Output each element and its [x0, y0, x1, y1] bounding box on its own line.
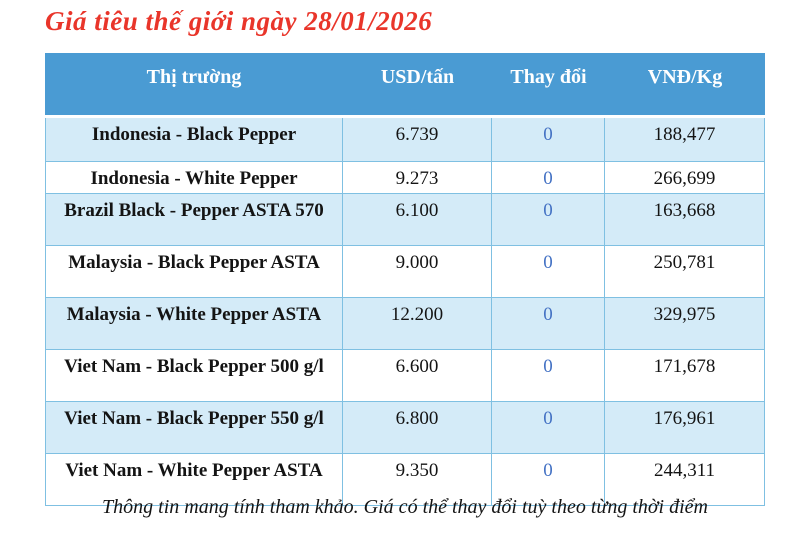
- vnd-cell: 266,699: [605, 162, 765, 194]
- change-cell: 0: [492, 118, 605, 162]
- table-row: Viet Nam - White Pepper ASTA 9.350 0 244…: [45, 454, 765, 506]
- market-cell: Viet Nam - Black Pepper 500 g/l: [45, 350, 343, 402]
- market-cell: Indonesia - White Pepper: [45, 162, 343, 194]
- column-header-market: Thị trường: [45, 53, 343, 118]
- table-row: Malaysia - Black Pepper ASTA 9.000 0 250…: [45, 246, 765, 298]
- market-cell: Malaysia - White Pepper ASTA: [45, 298, 343, 350]
- pepper-price-table: Thị trường USD/tấn Thay đổi VNĐ/Kg Indon…: [45, 53, 765, 506]
- market-cell: Brazil Black - Pepper ASTA 570: [45, 194, 343, 246]
- change-cell: 0: [492, 194, 605, 246]
- column-header-change: Thay đổi: [492, 53, 605, 118]
- market-cell: Viet Nam - White Pepper ASTA: [45, 454, 343, 506]
- usd-cell: 12.200: [343, 298, 492, 350]
- vnd-cell: 250,781: [605, 246, 765, 298]
- vnd-cell: 176,961: [605, 402, 765, 454]
- column-header-usd: USD/tấn: [343, 53, 492, 118]
- disclaimer-note: Thông tin mang tính tham khảo. Giá có th…: [102, 496, 708, 518]
- change-cell: 0: [492, 454, 605, 506]
- header-row: Thị trường USD/tấn Thay đổi VNĐ/Kg: [45, 53, 765, 118]
- vnd-cell: 188,477: [605, 118, 765, 162]
- table-row: Viet Nam - Black Pepper 550 g/l 6.800 0 …: [45, 402, 765, 454]
- change-cell: 0: [492, 162, 605, 194]
- table-row: Brazil Black - Pepper ASTA 570 6.100 0 1…: [45, 194, 765, 246]
- vnd-cell: 163,668: [605, 194, 765, 246]
- vnd-cell: 329,975: [605, 298, 765, 350]
- table-row: Indonesia - White Pepper 9.273 0 266,699: [45, 162, 765, 194]
- change-cell: 0: [492, 402, 605, 454]
- table-row: Viet Nam - Black Pepper 500 g/l 6.600 0 …: [45, 350, 765, 402]
- usd-cell: 6.739: [343, 118, 492, 162]
- usd-cell: 9.350: [343, 454, 492, 506]
- usd-cell: 6.800: [343, 402, 492, 454]
- vnd-cell: 244,311: [605, 454, 765, 506]
- column-header-vnd: VNĐ/Kg: [605, 53, 765, 118]
- page-title: Giá tiêu thế giới ngày 28/01/2026: [45, 6, 433, 36]
- usd-cell: 9.273: [343, 162, 492, 194]
- market-cell: Malaysia - Black Pepper ASTA: [45, 246, 343, 298]
- table-row: Indonesia - Black Pepper 6.739 0 188,477: [45, 118, 765, 162]
- market-cell: Viet Nam - Black Pepper 550 g/l: [45, 402, 343, 454]
- usd-cell: 6.600: [343, 350, 492, 402]
- change-cell: 0: [492, 246, 605, 298]
- market-cell: Indonesia - Black Pepper: [45, 118, 343, 162]
- usd-cell: 9.000: [343, 246, 492, 298]
- change-cell: 0: [492, 350, 605, 402]
- vnd-cell: 171,678: [605, 350, 765, 402]
- table-row: Malaysia - White Pepper ASTA 12.200 0 32…: [45, 298, 765, 350]
- change-cell: 0: [492, 298, 605, 350]
- usd-cell: 6.100: [343, 194, 492, 246]
